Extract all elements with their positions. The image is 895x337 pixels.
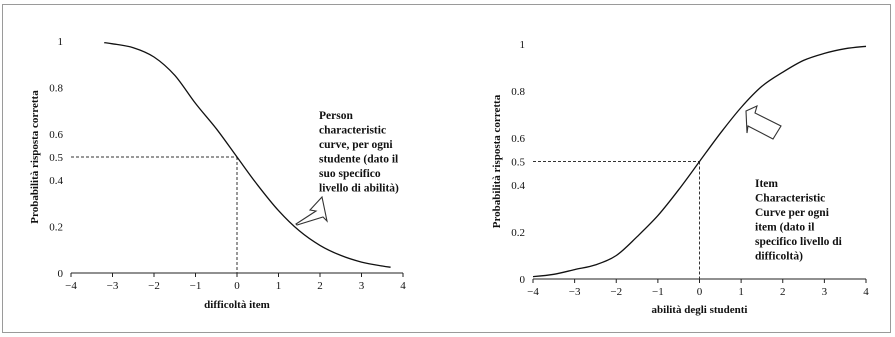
annotation-line: Curve per ogni <box>755 207 830 219</box>
y-tick-label: 1 <box>58 36 64 48</box>
annotation-line: suo specifico <box>319 168 381 180</box>
curve-series <box>532 45 867 278</box>
x-tick-label: 4 <box>863 286 869 298</box>
annotation-line: curve, per ogni <box>319 139 393 151</box>
y-tick-label: 0.4 <box>511 180 525 192</box>
y-tick-label: 0.2 <box>511 227 525 239</box>
y-tick-label: 0 <box>58 268 64 280</box>
annotation-line: Item <box>755 178 778 190</box>
x-tick-label: −4 <box>65 280 77 292</box>
x-axis-label: abilità degli studenti <box>652 304 748 316</box>
annotation-line: Person <box>319 110 353 122</box>
annotation-line: studente (dato il <box>319 154 398 166</box>
x-tick-label: −2 <box>148 280 160 292</box>
annotation-line: item (dato il <box>755 222 814 234</box>
x-tick-label: 0 <box>697 286 703 298</box>
x-tick-label: −3 <box>107 280 119 292</box>
y-tick-label: 0.4 <box>49 175 63 187</box>
y-axis-label: Probabilità risposta corretta <box>29 90 41 224</box>
x-tick-label: −1 <box>190 280 202 292</box>
annotation-line: livello di abilità) <box>319 183 399 195</box>
x-tick-label: −1 <box>652 286 664 298</box>
x-tick-label: 0 <box>234 280 240 292</box>
y-tick-label: 0.8 <box>511 86 525 98</box>
y-tick-label: 0.6 <box>511 133 525 145</box>
figure-frame <box>2 4 891 333</box>
x-tick-label: 3 <box>359 280 365 292</box>
y-tick-label: 0.6 <box>49 129 63 141</box>
x-tick-label: 4 <box>400 280 406 292</box>
x-tick-label: −2 <box>610 286 622 298</box>
annotation-line: difficoltà) <box>755 251 803 263</box>
y-tick-label: 0.5 <box>49 152 63 164</box>
y-tick-label: 0 <box>520 274 526 286</box>
x-tick-label: 2 <box>317 280 323 292</box>
x-tick-label: 3 <box>822 286 828 298</box>
arrow-icon <box>745 105 782 140</box>
annotation-line: characteristic <box>319 125 386 137</box>
curve-series <box>104 41 391 268</box>
y-axis-label: Probabilità risposta corretta <box>491 94 503 228</box>
x-tick-label: 2 <box>780 286 786 298</box>
x-tick-label: 1 <box>738 286 744 298</box>
y-tick-label: 0.5 <box>511 157 525 169</box>
y-tick-label: 0.2 <box>49 222 63 234</box>
x-axis-label: difficoltà item <box>204 299 270 311</box>
x-tick-label: −3 <box>569 286 581 298</box>
chart-1: −4 −3 −2 −1 0 1 2 3 4 0 0.2 0.4 0.5 0.6 0.8 1 difficoltà… <box>29 36 406 311</box>
arrow-icon <box>295 195 328 226</box>
chart-2: −4 −3 −2 −1 0 1 2 3 4 0 0.2 0.4 0.5 0.6 0.8 1 abilità de… <box>491 39 869 316</box>
annotation-line: specifico livello di <box>755 236 843 248</box>
annotation-line: Characteristic <box>755 193 825 205</box>
y-tick-label: 1 <box>520 39 526 51</box>
x-tick-label: 1 <box>276 280 282 292</box>
y-tick-label: 0.8 <box>49 82 63 94</box>
x-tick-label: −4 <box>527 286 539 298</box>
